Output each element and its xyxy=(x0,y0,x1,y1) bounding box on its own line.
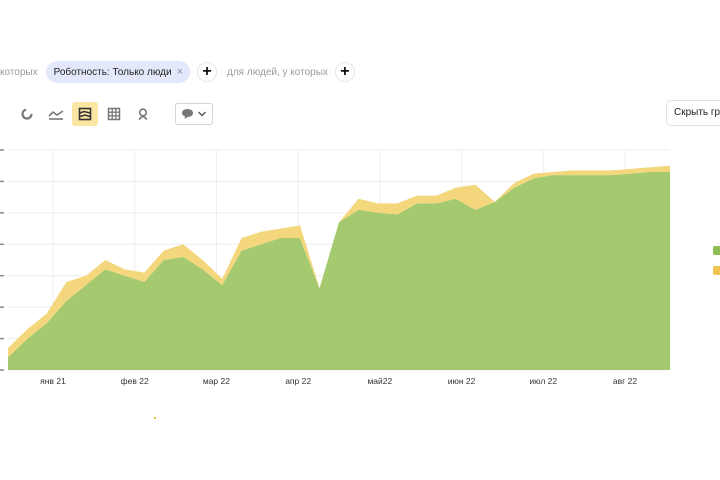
chart-areas xyxy=(8,165,670,370)
filter-row: которых Роботность: Только люди × + для … xyxy=(0,60,355,84)
legend-green-checkbox[interactable] xyxy=(713,246,720,255)
donut-chart-button[interactable] xyxy=(14,102,40,126)
donut-chart-icon xyxy=(21,108,33,120)
speech-bubble-icon xyxy=(181,109,193,119)
line-chart-button[interactable] xyxy=(43,102,69,126)
x-tick-label: май22 xyxy=(367,376,392,386)
x-axis-ticks: янв 21 фев 22 мар 22 апр 22 май22 июн 22 июл 2… xyxy=(40,376,637,386)
map-view-button[interactable] xyxy=(130,102,156,126)
series-area-green xyxy=(8,172,670,370)
filter-condition-text-people: для людей, у которых xyxy=(227,66,328,78)
chart-type-toolbar xyxy=(14,102,213,126)
table-grid-icon xyxy=(107,107,121,121)
add-filter-button[interactable]: + xyxy=(197,62,217,82)
x-tick-label: июл 22 xyxy=(529,376,557,386)
x-tick-label: апр 22 xyxy=(285,376,311,386)
legend-yellow-checkbox[interactable] xyxy=(713,266,720,275)
decorative-dot xyxy=(154,417,156,419)
line-chart-icon xyxy=(48,110,64,120)
chevron-down-icon xyxy=(198,111,207,117)
stacked-area-button[interactable] xyxy=(72,102,98,126)
annotation-dropdown[interactable] xyxy=(175,103,213,125)
map-pin-icon xyxy=(138,108,148,121)
x-tick-label: июн 22 xyxy=(448,376,476,386)
stacked-area-chart: янв 21 фев 22 мар 22 апр 22 май22 июн 22 июл 2… xyxy=(0,149,670,386)
table-view-button[interactable] xyxy=(101,102,127,126)
close-icon[interactable]: × xyxy=(176,66,183,78)
filter-chip-label: Роботность: Только люди xyxy=(53,66,172,78)
robotness-filter-chip[interactable]: Роботность: Только люди × xyxy=(45,61,190,83)
x-tick-label: авг 22 xyxy=(613,376,637,386)
x-tick-label: янв 21 xyxy=(40,376,66,386)
filter-condition-text: которых xyxy=(0,66,38,78)
hide-chart-button[interactable]: Скрыть гр xyxy=(666,100,720,126)
add-condition-button[interactable]: + xyxy=(334,62,355,82)
x-tick-label: фев 22 xyxy=(121,376,149,386)
stacked-area-icon xyxy=(78,107,92,121)
x-tick-label: мар 22 xyxy=(203,376,230,386)
